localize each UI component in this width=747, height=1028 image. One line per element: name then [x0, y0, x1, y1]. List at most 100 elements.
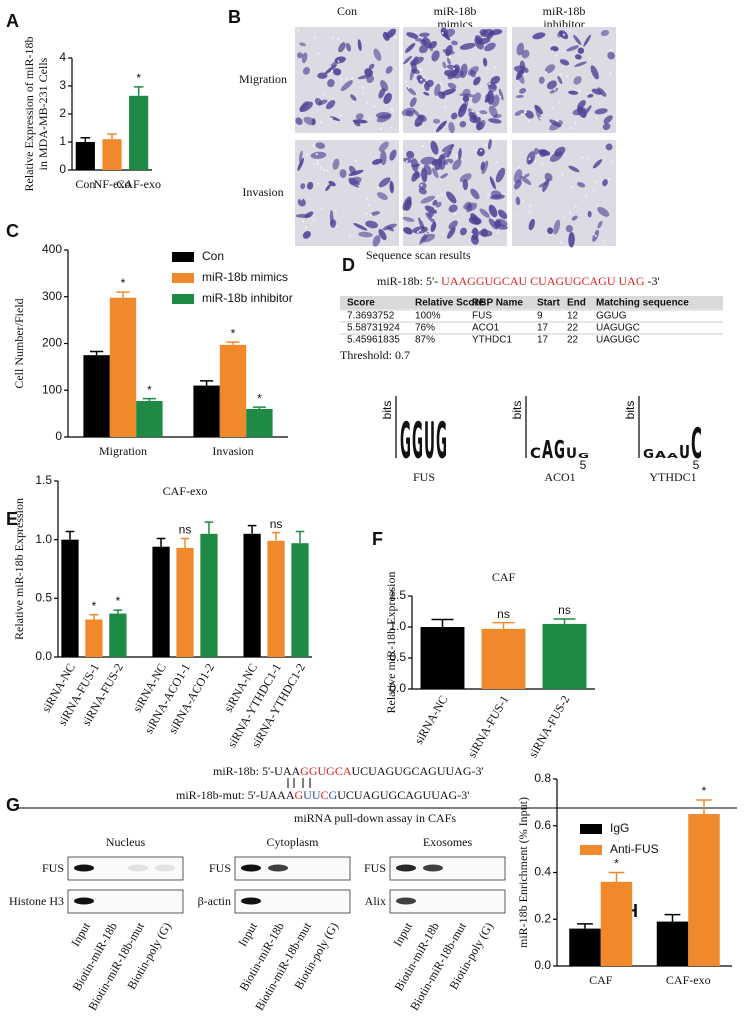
- error-bar: [180, 537, 190, 548]
- pore: [313, 163, 316, 166]
- lane-label: Input: [68, 919, 93, 949]
- cell: [583, 34, 591, 47]
- error-bar: [271, 531, 281, 541]
- pore: [516, 214, 519, 217]
- error-bar: [247, 524, 257, 534]
- cell: [365, 220, 378, 229]
- sequence-part: miR-18b: 5'-: [377, 274, 441, 288]
- significance: ns: [179, 523, 192, 537]
- y-tick-label: 0.0: [534, 958, 551, 972]
- bar: [542, 623, 587, 689]
- panel-label: D: [342, 255, 355, 275]
- cell: [432, 118, 441, 124]
- cell: [479, 208, 490, 218]
- cell: [380, 150, 387, 166]
- pore: [317, 182, 320, 185]
- pore: [569, 212, 572, 215]
- y-tick-label: 1.0: [35, 532, 52, 546]
- blot-box: [234, 889, 351, 914]
- bar: [61, 539, 79, 657]
- table-cell: 17: [537, 335, 549, 346]
- cell: [332, 158, 340, 170]
- pore: [407, 86, 410, 89]
- table-cell: ACO1: [472, 323, 500, 334]
- cell: [573, 34, 582, 46]
- cell: [401, 107, 416, 117]
- pore: [529, 204, 532, 207]
- pore: [524, 111, 527, 114]
- pore: [495, 161, 498, 164]
- legend-label: miR-18b inhibitor: [202, 291, 293, 305]
- cell: [403, 227, 413, 235]
- sequence-part: miR-18b-mut: 5'-UAAA: [176, 788, 295, 802]
- mismatch-marks: [287, 778, 311, 788]
- error-bar: [492, 621, 515, 629]
- pore: [475, 149, 478, 152]
- pore: [365, 197, 368, 200]
- band: [128, 864, 148, 872]
- pore: [390, 126, 393, 129]
- cell: [432, 199, 438, 206]
- cell: [544, 172, 553, 182]
- cell: [590, 65, 599, 80]
- cell: [430, 140, 439, 155]
- cell: [439, 173, 449, 179]
- significance: *: [92, 599, 97, 613]
- pore: [499, 95, 502, 98]
- pore: [337, 60, 340, 63]
- pore: [376, 186, 379, 189]
- micrograph: [512, 140, 616, 248]
- cell: [498, 88, 504, 101]
- error-bar: [295, 530, 305, 544]
- blot-box: [389, 889, 506, 914]
- band: [74, 864, 94, 872]
- cell: [546, 80, 557, 90]
- cell: [402, 216, 415, 222]
- pore: [484, 114, 487, 117]
- bar: [200, 533, 218, 657]
- cell: [339, 169, 347, 179]
- bar: [85, 619, 103, 657]
- cell: [298, 150, 303, 163]
- cell: [538, 181, 549, 188]
- panel-label: E: [6, 509, 18, 529]
- pore: [486, 67, 489, 70]
- table-header: Score: [347, 298, 375, 309]
- pore: [553, 88, 556, 91]
- pore: [594, 234, 597, 237]
- x-tick-label: CAF: [589, 973, 613, 987]
- cell: [332, 68, 342, 76]
- cell: [424, 205, 437, 214]
- pore: [574, 205, 577, 208]
- cell: [311, 118, 316, 126]
- cell: [403, 55, 412, 65]
- error-bar: [577, 923, 593, 929]
- blot-box: [234, 856, 351, 881]
- cell: [301, 52, 308, 64]
- pore: [405, 160, 408, 163]
- cell: [468, 112, 477, 119]
- cell: [587, 93, 594, 98]
- pore: [312, 144, 315, 147]
- cell: [574, 54, 582, 60]
- pore: [365, 212, 368, 215]
- y-tick-label: 0.5: [35, 591, 52, 605]
- pore: [306, 153, 309, 156]
- cell: [421, 233, 436, 243]
- x-tick-label: siRNA-FUS-1: [465, 693, 512, 760]
- row-label: Invasion: [242, 185, 283, 199]
- panel-label: A: [6, 11, 19, 31]
- logo-letter: A: [542, 435, 553, 464]
- pore: [569, 126, 572, 129]
- pore: [422, 144, 425, 147]
- lane-label: Input: [390, 919, 415, 949]
- cell: [389, 180, 394, 194]
- cell: [418, 217, 425, 232]
- pore: [477, 112, 480, 115]
- sequence-part: GGUGCA: [300, 764, 352, 778]
- pore: [319, 121, 322, 124]
- pore: [370, 213, 373, 216]
- cell: [368, 63, 375, 70]
- cell: [378, 88, 386, 99]
- cell: [488, 118, 502, 124]
